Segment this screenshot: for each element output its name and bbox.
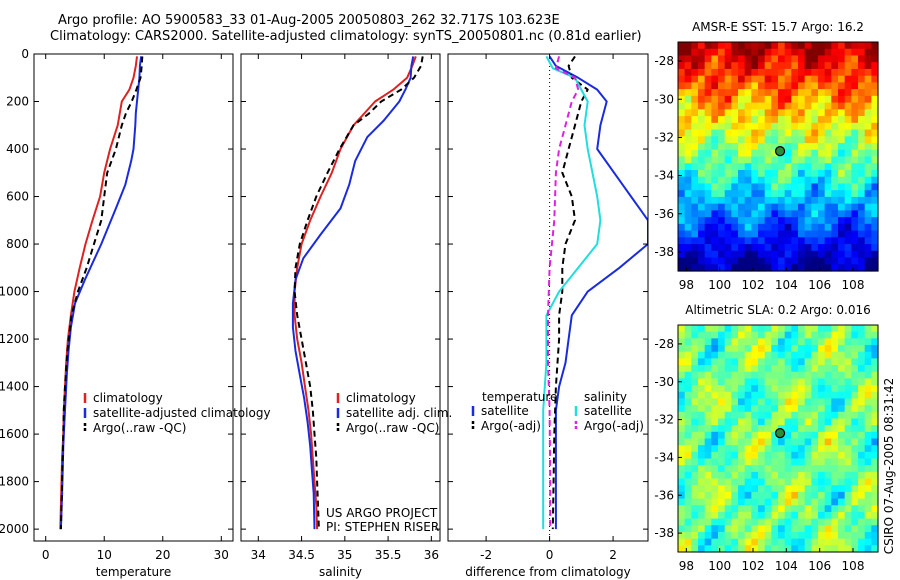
- y-tick-label: 1200: [0, 332, 29, 346]
- map-title: AMSR-E SST: 15.7 Argo: 16.2: [692, 20, 864, 34]
- temp-legend-label: Argo(..raw -QC): [93, 421, 186, 435]
- map-frame-1: [677, 324, 879, 553]
- y-tick-label: 800: [6, 237, 29, 251]
- x-axis-label: salinity: [319, 565, 362, 579]
- series-line-p2-3: [547, 56, 580, 530]
- map-x-tick-label: 98: [679, 559, 694, 573]
- x-tick-label: 0: [546, 548, 554, 562]
- map-y-tick-label: -34: [654, 169, 674, 183]
- map-field-0: [678, 42, 879, 272]
- map-y-tick-label: -32: [654, 413, 674, 427]
- y-tick-label: 2000: [0, 522, 29, 536]
- series-line-p2-1: [551, 55, 589, 530]
- sal-legend-label: climatology: [346, 391, 416, 405]
- series-line-p1-2: [293, 56, 424, 530]
- credit-line1: US ARGO PROJECT: [326, 506, 438, 520]
- x-tick-label: 20: [155, 548, 170, 562]
- map-field-1: [678, 325, 879, 553]
- map-x-tick-label: 98: [679, 278, 694, 292]
- map-x-tick-label: 100: [708, 278, 731, 292]
- series-line-p1-1: [291, 56, 415, 530]
- plot-frame-0: [33, 53, 234, 542]
- map-y-tick-label: -28: [654, 337, 674, 351]
- y-tick-label: 1400: [0, 380, 29, 394]
- x-tick-label: 35: [337, 548, 352, 562]
- x-tick-label: 0: [42, 548, 50, 562]
- sal-legend-label: Argo(..raw -QC): [346, 421, 439, 435]
- map-y-tick-label: -34: [654, 450, 674, 464]
- map-y-tick-label: -30: [654, 375, 674, 389]
- sal-legend-label: satellite adj. clim.: [346, 406, 452, 420]
- diff-legend-sal-label: Argo(-adj): [584, 419, 644, 433]
- x-tick-label: 35.5: [375, 548, 402, 562]
- map-x-tick-label: 100: [708, 559, 731, 573]
- x-tick-label: 2: [609, 548, 617, 562]
- y-tick-label: 600: [6, 190, 29, 204]
- plot-frame-1: [240, 53, 441, 542]
- diff-legend-group-title: salinity: [584, 390, 627, 404]
- timestamp-stamp: CSIRO 07-Aug-2005 08:31:42: [882, 378, 896, 554]
- diff-legend-temp-label: satellite: [481, 404, 529, 418]
- map-x-tick-label: 106: [808, 559, 831, 573]
- map-y-tick-label: -38: [654, 245, 674, 259]
- map-y-tick-label: -28: [654, 54, 674, 68]
- temp-legend-label: satellite-adjusted climatology: [93, 406, 271, 420]
- x-axis-label: temperature: [96, 565, 171, 579]
- diff-legend-temp-label: Argo(-adj): [481, 419, 541, 433]
- series-line-p2-2: [542, 55, 602, 530]
- map-frame-0: [677, 41, 879, 272]
- y-tick-label: 200: [6, 95, 29, 109]
- figure-title-line1: Argo profile: AO 5900583_33 01-Aug-2005 …: [58, 13, 560, 28]
- series-line-p0-1: [59, 56, 143, 530]
- map-y-tick-label: -38: [654, 526, 674, 540]
- figure-title-line2: Climatology: CARS2000. Satellite-adjuste…: [50, 29, 642, 44]
- map-x-tick-label: 108: [842, 278, 865, 292]
- diff-legend-group-title: temperature: [482, 390, 557, 404]
- series-line-p1-0: [293, 56, 417, 530]
- map-y-tick-label: -36: [654, 207, 674, 221]
- map-x-tick-label: 104: [775, 559, 798, 573]
- temp-legend-label: climatology: [93, 391, 163, 405]
- x-tick-label: -2: [480, 548, 492, 562]
- map-x-tick-label: 102: [742, 278, 765, 292]
- series-line-p0-0: [59, 56, 138, 530]
- series-line-p0-2: [59, 56, 144, 530]
- x-tick-label: 34: [251, 548, 266, 562]
- map-y-tick-label: -36: [654, 488, 674, 502]
- argo-location-marker: [774, 428, 786, 439]
- plot-frame-2: [447, 53, 649, 542]
- x-tick-label: 36: [424, 548, 439, 562]
- map-x-tick-label: 106: [808, 278, 831, 292]
- x-axis-label: difference from climatology: [465, 565, 631, 579]
- map-x-tick-label: 102: [742, 559, 765, 573]
- map-x-tick-label: 108: [842, 559, 865, 573]
- x-tick-label: 30: [214, 548, 229, 562]
- argo-location-marker: [774, 145, 786, 157]
- y-tick-label: 1000: [0, 285, 29, 299]
- map-title: Altimetric SLA: 0.2 Argo: 0.016: [685, 303, 870, 317]
- x-tick-label: 10: [97, 548, 112, 562]
- map-x-tick-label: 104: [775, 278, 798, 292]
- y-tick-label: 1600: [0, 427, 29, 441]
- y-tick-label: 1800: [0, 475, 29, 489]
- map-y-tick-label: -30: [654, 92, 674, 106]
- diff-legend-sal-label: satellite: [584, 404, 632, 418]
- credit-line2: PI: STEPHEN RISER: [326, 520, 439, 534]
- series-line-p2-0: [548, 55, 648, 530]
- y-tick-label: 400: [6, 142, 29, 156]
- y-tick-label: 0: [21, 47, 29, 61]
- x-tick-label: 34.5: [288, 548, 315, 562]
- map-y-tick-label: -32: [654, 130, 674, 144]
